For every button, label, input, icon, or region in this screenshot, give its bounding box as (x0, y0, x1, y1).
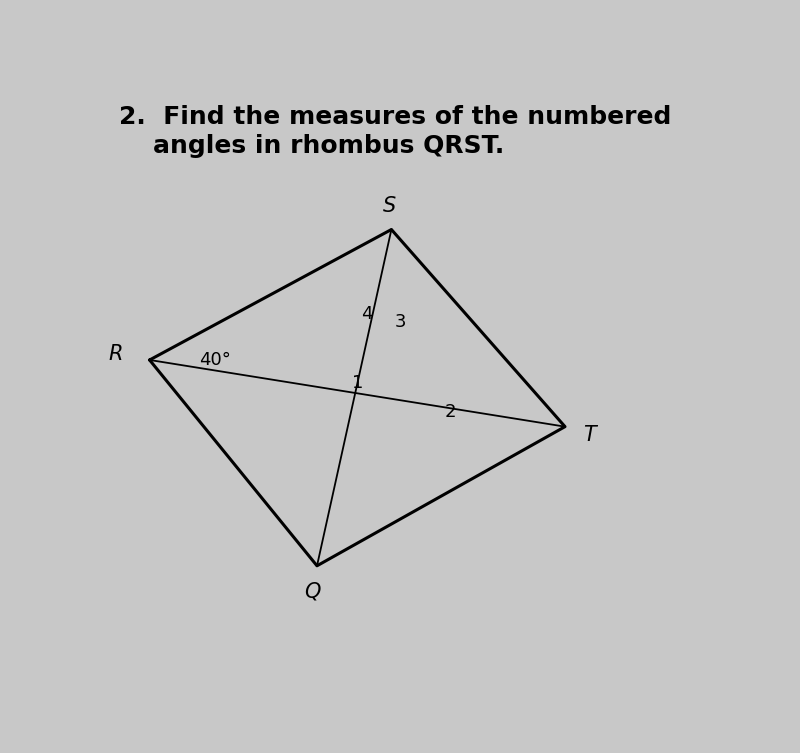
Text: R: R (108, 344, 122, 364)
Text: 1: 1 (352, 374, 363, 392)
Text: 2: 2 (445, 403, 456, 421)
Text: 40°: 40° (198, 351, 230, 369)
Text: T: T (583, 425, 596, 445)
Text: S: S (383, 197, 396, 216)
Text: 3: 3 (395, 313, 406, 331)
Text: 2.  Find the measures of the numbered: 2. Find the measures of the numbered (118, 105, 671, 129)
Text: angles in rhombus QRST.: angles in rhombus QRST. (153, 134, 504, 158)
Text: 4: 4 (361, 304, 372, 322)
Text: Q: Q (305, 582, 321, 602)
